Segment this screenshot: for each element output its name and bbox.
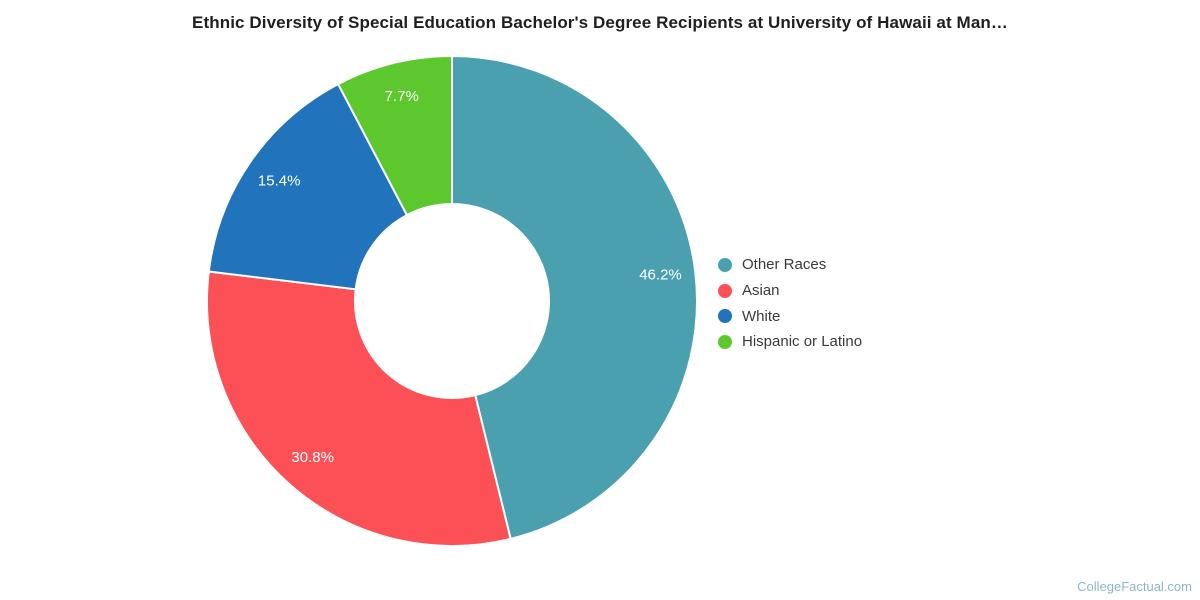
legend-label: Asian — [742, 282, 780, 300]
legend-label: Other Races — [742, 256, 827, 274]
slice-percentage-label-asian: 30.8% — [291, 449, 334, 466]
legend-swatch-icon — [718, 283, 732, 298]
slice-percentage-label-other-races: 46.2% — [639, 267, 682, 284]
legend-swatch-icon — [718, 309, 732, 324]
slice-percentage-label-white: 15.4% — [258, 173, 301, 190]
slice-percentage-label-hispanic-or-latino: 7.7% — [385, 88, 419, 105]
legend-item-hispanic-or-latino[interactable]: Hispanic or Latino — [718, 329, 862, 355]
donut-slice-hispanic-or-latino[interactable] — [337, 55, 453, 217]
legend-swatch-icon — [718, 334, 732, 349]
donut-slice-other-races[interactable] — [451, 55, 698, 540]
legend-item-white[interactable]: White — [718, 303, 862, 329]
chart-title: Ethnic Diversity of Special Education Ba… — [192, 13, 1008, 32]
donut-slice-asian[interactable] — [206, 270, 512, 547]
legend: Other Races Asian White Hispanic or Latino — [718, 252, 862, 355]
watermark-link[interactable]: CollegeFactual.com — [1077, 579, 1192, 594]
legend-swatch-icon — [718, 257, 732, 272]
legend-label: Hispanic or Latino — [742, 333, 863, 351]
legend-label: White — [742, 307, 781, 325]
legend-item-other-races[interactable]: Other Races — [718, 252, 862, 278]
donut-slice-white[interactable] — [207, 83, 408, 291]
legend-item-asian[interactable]: Asian — [718, 278, 862, 304]
